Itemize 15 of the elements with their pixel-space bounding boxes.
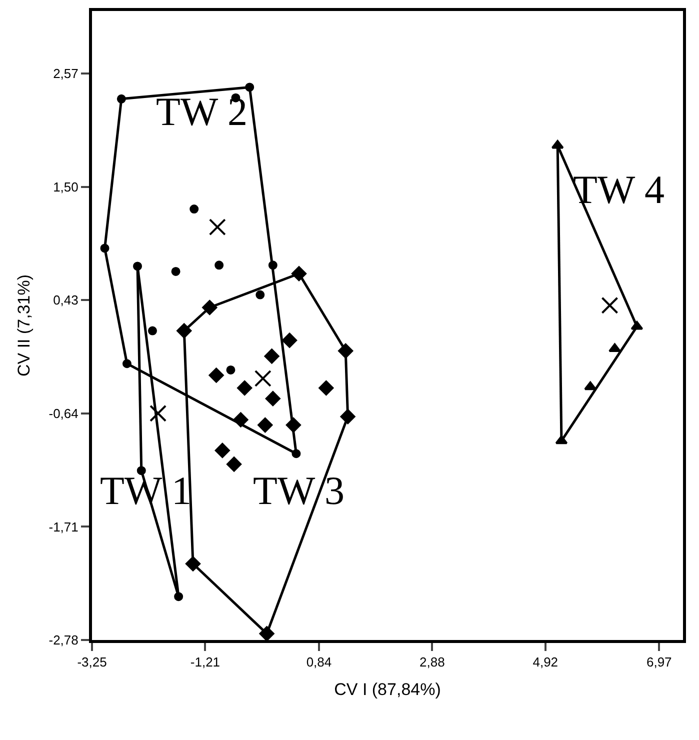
x-tick-label: -1,21 [190,654,220,670]
x-tick-label: 6,97 [646,654,672,670]
y-tick-label: -0,64 [48,406,78,421]
y-tick-label: -1,71 [48,519,78,534]
y-tick-label: 0,43 [53,292,78,308]
x-tick-label: 0,84 [306,654,332,670]
annotation: TW 3 [253,468,344,513]
y-tick-label: 2,57 [53,66,78,82]
y-axis-title: CV II (7,31%) [14,274,34,377]
y-tick-label: 1,50 [53,179,78,194]
x-tick-label: 4,92 [532,654,558,670]
x-tick-label: 2,88 [420,654,445,670]
x-tick-label: -3,25 [77,654,107,670]
x-axis-title: CV I (87,84%) [334,680,441,699]
y-tick-label: -2,78 [48,632,78,648]
